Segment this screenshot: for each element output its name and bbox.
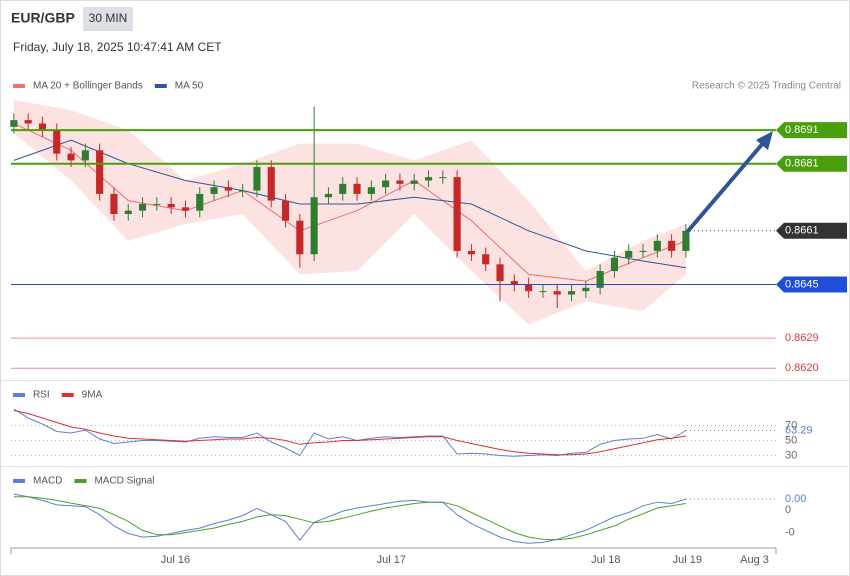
candle-body: [124, 210, 132, 215]
legend-swatch: [13, 84, 25, 88]
candle-body: [410, 180, 418, 184]
candle-body: [324, 193, 333, 198]
candle-body: [439, 177, 447, 179]
candle-body: [153, 203, 161, 205]
candle-body: [96, 150, 104, 194]
arrow-head: [756, 131, 773, 150]
candle-body: [310, 197, 318, 255]
candle-body: [239, 190, 247, 192]
legend-label: RSI: [33, 390, 50, 401]
candle-body: [10, 120, 18, 127]
candle-body: [567, 291, 576, 295]
candle-body: [653, 240, 661, 251]
level-label: 0.8661: [785, 225, 819, 237]
candle-body: [639, 250, 647, 252]
plot-layer: 0.8691 0.8681 0.8661 0.8645 0.8629 0.8620 MA 2…: [10, 81, 847, 566]
legend-swatch: [13, 393, 25, 397]
candle-body: [382, 180, 390, 188]
candle-body: [582, 287, 590, 292]
candle-body: [482, 254, 490, 265]
legend-label: MA 50: [175, 81, 204, 92]
series-line: [13, 496, 686, 541]
x-tick-label: Aug 3: [740, 554, 769, 566]
candle-body: [424, 177, 433, 181]
y-tick-label: 70: [785, 419, 797, 431]
credit: Research © 2025 Trading Central: [692, 81, 841, 92]
y-tick-label: 0: [785, 504, 791, 516]
candle-body: [181, 207, 190, 211]
candle-body: [510, 281, 518, 285]
candle-body: [210, 187, 218, 194]
candle-body: [596, 271, 604, 288]
arrow-shaft: [686, 140, 766, 233]
legend-label: MACD: [33, 476, 62, 487]
x-tick-label: Jul 19: [673, 554, 702, 566]
candle-body: [267, 167, 275, 201]
candle-body: [496, 264, 504, 282]
datetime: Friday, July 18, 2025 10:47:41 AM CET: [13, 40, 222, 54]
bollinger-band: [13, 100, 686, 325]
forecast-arrow: [686, 131, 773, 233]
candle-body: [396, 180, 404, 184]
last-value-label: 0.00: [785, 493, 806, 505]
legend-label: MACD Signal: [94, 476, 154, 487]
legend-label: 9MA: [82, 390, 103, 401]
y-tick-label: 50: [785, 434, 797, 446]
legend-swatch: [74, 479, 87, 483]
x-tick-label: Jul 17: [377, 554, 406, 566]
series-line: [13, 408, 687, 457]
candle-body: [668, 240, 676, 251]
series-line: [13, 493, 687, 544]
legend-swatch: [13, 479, 25, 483]
timeframe: 30 MIN: [89, 11, 128, 25]
candle-body: [539, 291, 547, 293]
candle-body: [339, 183, 347, 194]
level-label: 0.8645: [785, 278, 819, 290]
x-tick-label: Jul 16: [161, 554, 190, 566]
candle-body: [38, 123, 47, 131]
candle-body: [296, 220, 304, 255]
candle-body: [453, 177, 461, 251]
level-tag: [776, 155, 847, 172]
candle-body: [253, 167, 261, 191]
candle-body: [625, 250, 633, 258]
legend-swatch: [61, 393, 74, 397]
level-label: 0.8620: [785, 362, 819, 374]
candle-body: [110, 193, 118, 215]
candle-body: [24, 120, 32, 124]
candle-body: [167, 203, 175, 208]
level-label: 0.8691: [785, 124, 819, 136]
candle-body: [281, 200, 290, 221]
level-tag: [776, 122, 847, 139]
candle-body: [610, 257, 618, 272]
y-tick-label: -0: [785, 526, 795, 538]
level-tag: [776, 222, 847, 239]
level-label: 0.8629: [785, 332, 819, 344]
legend-label: MA 20 + Bollinger Bands: [33, 81, 143, 92]
x-tick-label: Jul 18: [591, 554, 620, 566]
candle-body: [353, 183, 361, 194]
candle-body: [467, 250, 476, 255]
candle-body: [553, 291, 561, 295]
candle-body: [682, 230, 690, 251]
series-line: [13, 410, 686, 456]
last-value-label: 63.29: [785, 424, 813, 436]
candle-body: [224, 187, 232, 191]
candle-body: [81, 150, 89, 161]
legend-swatch: [154, 84, 167, 88]
level-label: 0.8681: [785, 158, 819, 170]
level-tag: [776, 276, 847, 293]
candle-body: [525, 284, 533, 292]
candle-body: [367, 187, 375, 194]
candle-body: [53, 130, 61, 154]
candle-body: [196, 193, 204, 211]
timeframe-badge: [83, 7, 133, 31]
y-tick-label: 30: [785, 449, 797, 461]
candle-body: [138, 203, 147, 211]
candle-body: [67, 153, 75, 161]
symbol: EUR/GBP: [11, 10, 75, 26]
